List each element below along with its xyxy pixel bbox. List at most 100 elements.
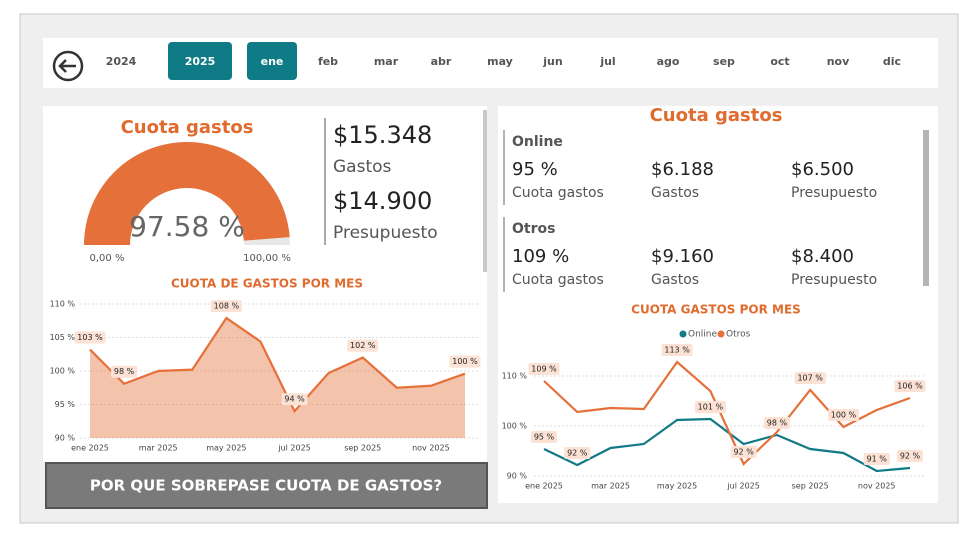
data-label: 100 % <box>831 411 857 420</box>
x-tick-label: may 2025 <box>657 482 697 491</box>
data-label-bg <box>694 401 726 413</box>
line <box>89 316 466 414</box>
data-label: 109 % <box>531 365 557 374</box>
y-tick-label: 90 % <box>507 472 528 481</box>
data-label: 92 % <box>567 449 588 458</box>
line <box>543 417 911 473</box>
data-label: 98 % <box>114 367 135 376</box>
x-tick-label: sep 2025 <box>792 482 829 491</box>
group-value: $6.500 <box>791 159 854 180</box>
data-label: 103 % <box>77 333 103 342</box>
data-label-bg <box>763 417 790 429</box>
slicer-item[interactable]: nov <box>827 55 850 68</box>
slicer-item[interactable]: abr <box>431 55 452 68</box>
slicer-item[interactable]: may <box>487 55 513 68</box>
slicer-item[interactable]: mar <box>374 55 399 68</box>
y-tick-label: 110 % <box>50 300 76 309</box>
slicer-item[interactable]: ago <box>657 55 680 68</box>
data-label: 106 % <box>897 382 923 391</box>
x-tick-label: ene 2025 <box>525 482 563 491</box>
group-value: $9.160 <box>651 246 714 267</box>
slicer-item[interactable]: 2024 <box>106 55 137 68</box>
left-panel <box>43 106 487 462</box>
group-value: $6.188 <box>651 159 714 180</box>
question-button[interactable]: POR QUE SOBREPASE CUOTA DE GASTOS? <box>45 462 488 509</box>
kpi-label: Presupuesto <box>333 223 438 243</box>
x-tick-label: jul 2025 <box>726 482 759 491</box>
group-value: 95 % <box>512 159 558 180</box>
data-label-bg <box>74 331 106 344</box>
data-label-bg <box>531 431 557 443</box>
x-tick-label: nov 2025 <box>858 482 896 491</box>
data-label-bg <box>661 344 693 356</box>
group-name: Online <box>512 134 563 150</box>
data-label-bg <box>210 300 242 313</box>
slicer-item[interactable]: sep <box>713 55 735 68</box>
data-label-bg <box>730 446 757 458</box>
data-label: 108 % <box>214 302 240 311</box>
y-tick-label: 90 % <box>55 434 76 443</box>
data-label-bg <box>897 450 923 462</box>
group-label: Presupuesto <box>791 272 877 288</box>
y-tick-label: 105 % <box>50 333 76 342</box>
group-label: Presupuesto <box>791 185 877 201</box>
data-label: 98 % <box>767 419 788 428</box>
kpi-value: $15.348 <box>333 121 432 149</box>
data-label: 102 % <box>350 341 376 350</box>
group-label: Cuota gastos <box>512 185 604 201</box>
x-tick-label: may 2025 <box>206 444 246 453</box>
legend-label: Otros <box>726 330 751 340</box>
x-tick-label: ene 2025 <box>71 444 109 453</box>
data-label-bg <box>111 365 138 378</box>
slicer-item[interactable]: ene <box>261 55 284 68</box>
legend-dot <box>717 330 725 338</box>
group-value: $8.400 <box>791 246 854 267</box>
scrollbar <box>483 110 487 272</box>
x-tick-label: mar 2025 <box>139 444 178 453</box>
gauge-title: Cuota gastos <box>121 117 254 138</box>
data-label: 94 % <box>284 395 305 404</box>
slicer-item[interactable]: 2025 <box>185 55 216 68</box>
data-label: 92 % <box>733 448 754 457</box>
breakdown-title: Cuota gastos <box>650 105 783 126</box>
kpi-value: $14.900 <box>333 187 432 215</box>
button-label[interactable]: POR QUE SOBREPASE CUOTA DE GASTOS? <box>90 477 442 495</box>
y-tick-label: 100 % <box>50 367 76 376</box>
data-label-bg <box>564 447 591 459</box>
kpi-label: Gastos <box>333 157 392 177</box>
data-label-bg <box>449 355 481 368</box>
gauge-tick-label: 0,00 % <box>90 253 125 264</box>
y-tick-label: 100 % <box>502 422 528 431</box>
data-label-bg <box>347 339 379 352</box>
y-tick-label: 110 % <box>502 372 528 381</box>
data-label: 95 % <box>534 433 555 442</box>
slicer-item[interactable]: dic <box>883 55 901 68</box>
data-label: 101 % <box>698 403 724 412</box>
group-label: Cuota gastos <box>512 272 604 288</box>
x-tick-label: mar 2025 <box>591 482 630 491</box>
data-label-bg <box>528 363 560 375</box>
y-tick-label: 95 % <box>55 400 76 409</box>
group-value: 109 % <box>512 246 569 267</box>
data-label-bg <box>281 393 308 406</box>
slicer-item[interactable]: jun <box>542 55 562 68</box>
gauge-fill <box>84 141 290 245</box>
data-label: 92 % <box>900 452 921 461</box>
legend-dot <box>679 330 687 338</box>
data-label: 91 % <box>867 455 888 464</box>
slicer-selected[interactable] <box>168 42 232 80</box>
gauge-value: 97.58 % <box>129 210 245 243</box>
chart-title: CUOTA GASTOS POR MES <box>631 303 801 317</box>
legend-label: Online <box>688 330 717 340</box>
back-button[interactable] <box>52 50 84 82</box>
slicer-item[interactable]: jul <box>599 55 615 68</box>
group-label: Gastos <box>651 185 699 201</box>
data-label: 107 % <box>797 374 823 383</box>
line <box>543 360 911 466</box>
slicer-item[interactable]: feb <box>318 55 338 68</box>
slicer-item[interactable]: oct <box>770 55 789 68</box>
group-label: Gastos <box>651 272 699 288</box>
slicer-selected[interactable] <box>247 42 297 80</box>
